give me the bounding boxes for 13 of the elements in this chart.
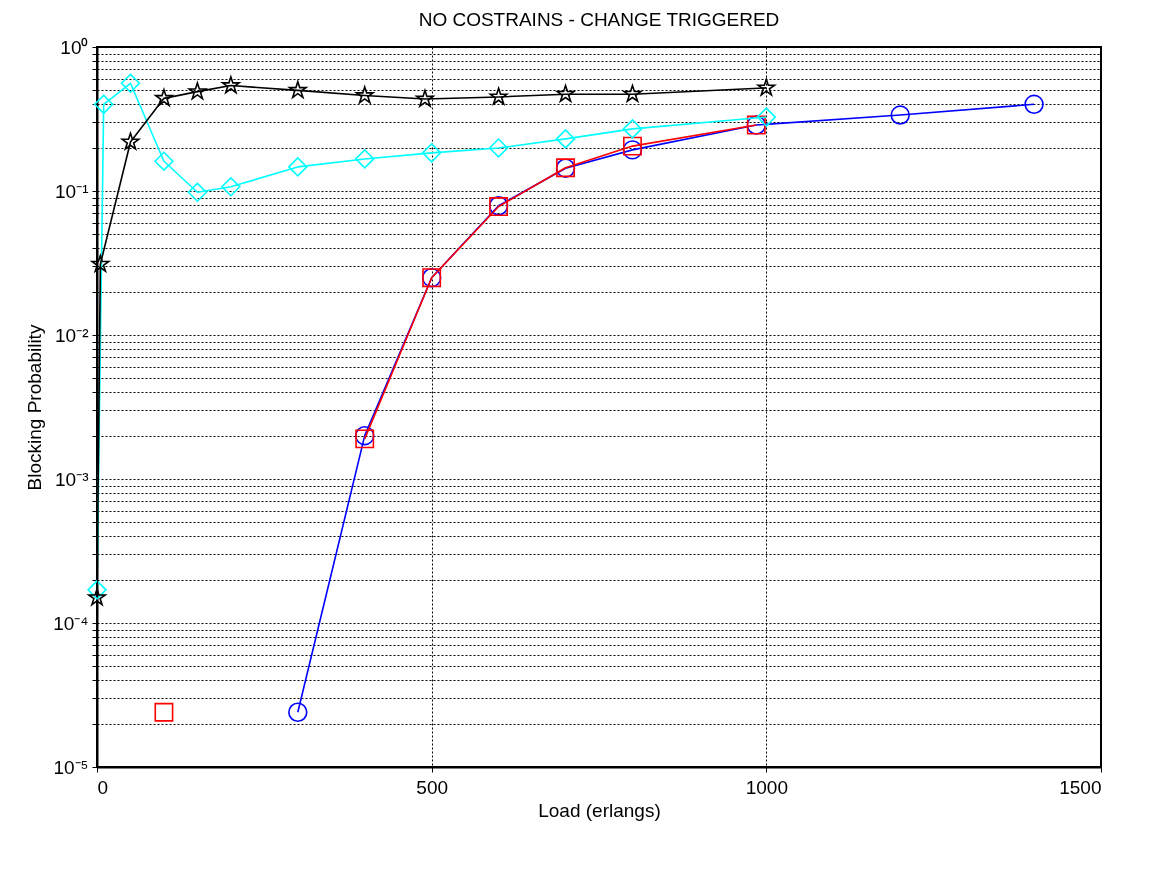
x-tick-label: 0 xyxy=(97,776,109,798)
x-tick-label: 1500 xyxy=(1059,776,1102,798)
x-axis-title: Load (erlangs) xyxy=(538,799,661,821)
x-tick-label: 500 xyxy=(416,776,449,798)
x-tick-label: 1000 xyxy=(745,776,788,798)
y-tick-label: 10⁻⁵ xyxy=(53,756,89,778)
y-tick-label: 10⁻¹ xyxy=(55,180,89,202)
y-tick-label: 10⁻⁴ xyxy=(53,612,89,634)
y-tick-label: 10⁻² xyxy=(55,324,89,346)
y-tick-label: 10⁰ xyxy=(60,36,89,58)
chart-title: NO COSTRAINS - CHANGE TRIGGERED xyxy=(418,9,780,30)
y-tick-label: 10⁻³ xyxy=(55,468,89,490)
y-axis-title: Blocking Probability xyxy=(24,324,46,491)
